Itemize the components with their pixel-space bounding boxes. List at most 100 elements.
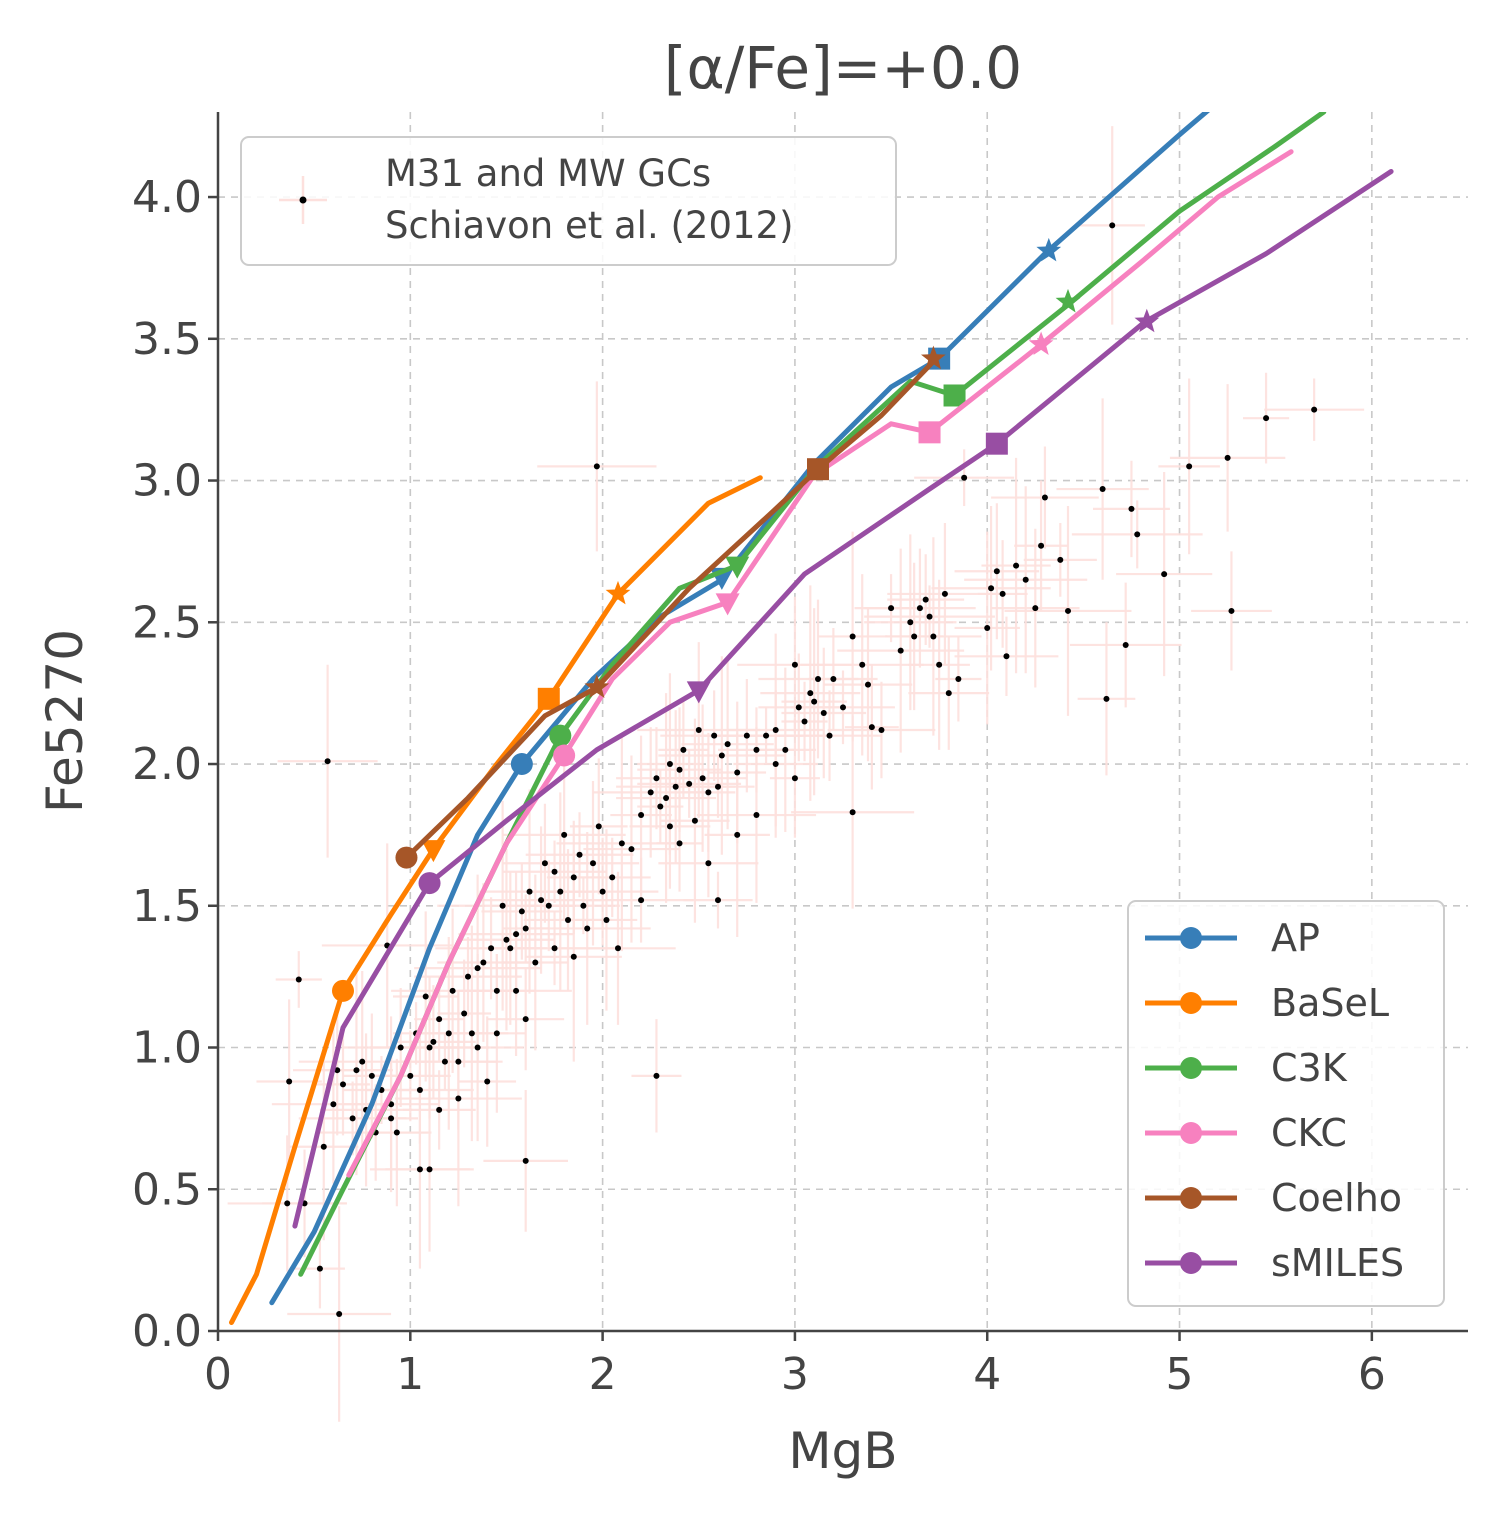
observed-point: [507, 945, 514, 952]
observed-point: [426, 1044, 433, 1051]
series-marker-ckc: [1028, 331, 1054, 355]
observed-point: [936, 661, 943, 668]
observed-point: [811, 698, 818, 705]
observed-point: [570, 874, 577, 881]
observed-point: [353, 1067, 360, 1074]
observed-point: [1122, 641, 1129, 648]
observed-point: [316, 1265, 323, 1272]
observed-point: [772, 727, 779, 734]
y-tick-label: 2.5: [132, 597, 202, 648]
observed-point: [599, 888, 606, 895]
observed-point: [618, 840, 625, 847]
x-tick-label: 0: [204, 1349, 232, 1400]
observed-point: [468, 1030, 475, 1037]
observed-point: [849, 633, 856, 640]
observed-point: [907, 619, 914, 626]
legend-marker-ap: [1180, 927, 1202, 949]
observed-point: [955, 675, 962, 682]
series-smiles: [292, 169, 1394, 1229]
observed-point: [518, 908, 525, 915]
observed-point: [455, 1058, 462, 1065]
series-marker-c3k: [549, 724, 572, 747]
observed-point: [436, 1106, 443, 1113]
y-axis-label: Fe5270: [36, 629, 94, 813]
observed-points: [284, 222, 1318, 1317]
observed-point: [705, 860, 712, 867]
observed-point: [795, 704, 802, 711]
observed-point: [330, 1101, 337, 1108]
observed-point: [359, 1058, 366, 1065]
observed-point: [503, 936, 510, 943]
observed-point: [705, 789, 712, 796]
series-basel: [229, 475, 763, 1325]
observed-point: [647, 789, 654, 796]
series-marker-coelho: [921, 345, 946, 370]
observed-point: [541, 860, 548, 867]
observed-point: [416, 1087, 423, 1094]
observed-point: [657, 803, 664, 810]
observed-point: [557, 888, 564, 895]
observed-point: [320, 1143, 327, 1150]
y-tick-label: 1.5: [132, 881, 202, 932]
observed-point: [772, 761, 779, 768]
x-tick-label: 5: [1166, 1349, 1194, 1400]
observed-point: [865, 681, 871, 688]
observed-point: [551, 945, 558, 952]
observed-point: [734, 769, 741, 776]
observed-point: [826, 732, 833, 739]
observed-point: [724, 741, 731, 748]
observed-point: [576, 851, 583, 858]
observed-point: [480, 959, 487, 966]
series-marker-coelho: [807, 458, 829, 481]
observed-point: [416, 1166, 423, 1173]
observed-point: [686, 780, 693, 787]
legend-label-c3k: C3K: [1271, 1046, 1348, 1090]
observed-point: [295, 976, 302, 983]
y-tick-label: 1.0: [132, 1023, 202, 1074]
observed-legend-point: [299, 196, 307, 204]
observed-point: [441, 1058, 448, 1065]
observed-point: [455, 1095, 462, 1102]
observed-point: [666, 761, 673, 768]
observed-point: [474, 965, 481, 972]
observed-point: [868, 724, 875, 731]
observed-point: [1103, 695, 1110, 702]
observed-point: [984, 624, 991, 631]
observed-point: [859, 661, 866, 668]
observed-point: [897, 647, 904, 654]
observed-point: [284, 1200, 291, 1207]
observed-point: [930, 633, 937, 640]
series-marker-smiles: [1134, 308, 1160, 333]
observed-point: [961, 474, 968, 481]
observed-point: [565, 916, 571, 923]
series-marker-basel: [421, 840, 446, 863]
observed-point: [590, 860, 596, 867]
observed-legend-label-2: Schiavon et al. (2012): [385, 204, 794, 247]
observed-point: [449, 987, 456, 994]
observed-point: [916, 605, 923, 612]
legend-label-coelho: Coelho: [1271, 1176, 1402, 1220]
observed-point: [493, 1030, 500, 1037]
observed-point: [603, 916, 610, 923]
legend-marker-basel: [1180, 992, 1202, 1014]
series-marker-coelho: [395, 846, 418, 869]
y-tick-label: 2.0: [132, 739, 202, 790]
x-axis-label: MgB: [788, 1422, 897, 1480]
legend-label-ap: AP: [1271, 916, 1320, 960]
observed-point: [666, 823, 673, 830]
observed-point: [676, 766, 683, 773]
observed-point: [911, 633, 918, 640]
observed-point: [1311, 406, 1318, 413]
observed-point: [430, 1038, 437, 1045]
observed-point: [493, 987, 500, 994]
observed-point: [595, 823, 602, 830]
observed-point: [1099, 486, 1106, 493]
observed-point: [1263, 415, 1270, 422]
observed-point: [718, 752, 725, 759]
observed-point: [1032, 605, 1039, 612]
series-marker-smiles: [686, 681, 711, 704]
observed-point: [676, 840, 683, 847]
observed-point: [695, 727, 702, 734]
observed-point: [1065, 607, 1071, 614]
observed-point: [782, 746, 789, 753]
